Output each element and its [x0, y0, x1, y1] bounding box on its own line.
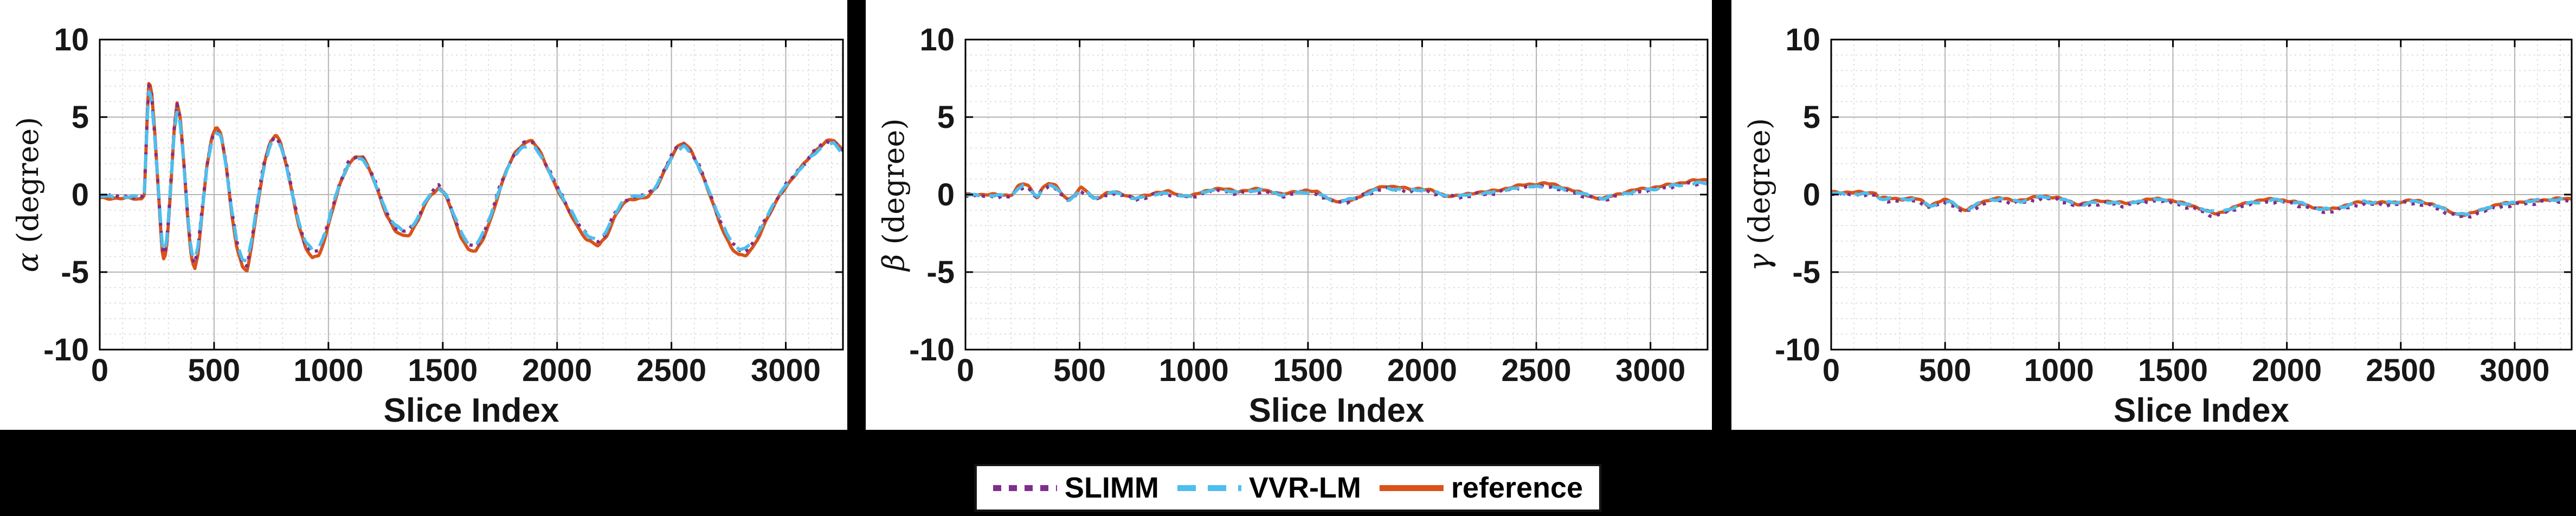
alpha-unit: (degree) [11, 117, 45, 243]
beta-plot: 0 500 1000 1500 2000 2500 3000 10 5 0 -5 -10 [909, 22, 1709, 388]
svg-text:500: 500 [188, 353, 241, 388]
svg-text:0: 0 [937, 177, 955, 212]
svg-text:2500: 2500 [636, 353, 706, 388]
gamma-plot: 0 500 1000 1500 2000 2500 3000 10 5 0 -5 -10 [1775, 22, 2573, 388]
svg-text:-10: -10 [43, 332, 89, 367]
legend-item-slimm: SLIMM [993, 471, 1159, 505]
svg-text:-5: -5 [61, 255, 89, 290]
svg-text:-10: -10 [1775, 332, 1820, 367]
beta-unit: (degree) [877, 118, 911, 245]
svg-text:1500: 1500 [1273, 353, 1343, 388]
beta-y-axis-label: β (degree) [877, 40, 911, 350]
svg-text:2500: 2500 [1502, 353, 1572, 388]
alpha-plot: 0 500 1000 1500 2000 2500 3000 10 5 0 -5 -10 [43, 22, 844, 388]
svg-text:2500: 2500 [2366, 353, 2436, 388]
alpha-panel: 0 500 1000 1500 2000 2500 3000 10 5 0 -5 -10 α (deg… [0, 0, 847, 430]
svg-text:-5: -5 [1792, 255, 1820, 290]
beta-x-axis-label: Slice Index [1248, 392, 1425, 429]
alpha-x-axis-label: Slice Index [383, 392, 559, 429]
gamma-panel: 0 500 1000 1500 2000 2500 3000 10 5 0 -5 -10 γ (deg… [1731, 0, 2576, 430]
svg-text:2000: 2000 [1387, 353, 1457, 388]
legend-item-reference: reference [1379, 471, 1583, 505]
legend-label-slimm: SLIMM [1064, 472, 1159, 504]
svg-text:3000: 3000 [751, 353, 821, 388]
svg-text:-10: -10 [909, 332, 955, 367]
beta-symbol: β [877, 254, 911, 271]
svg-text:10: 10 [1785, 22, 1820, 57]
svg-text:0: 0 [1822, 353, 1840, 388]
svg-text:2000: 2000 [522, 353, 592, 388]
svg-text:10: 10 [919, 22, 955, 57]
legend-item-vvrlm: VVR-LM [1177, 471, 1361, 505]
svg-text:500: 500 [1919, 353, 1972, 388]
vvrlm-dashed-line-sample [1177, 485, 1241, 491]
legend-label-reference: reference [1451, 472, 1583, 504]
slimm-dotted-line-sample [993, 485, 1057, 491]
alpha-symbol: α [11, 252, 45, 273]
svg-text:2000: 2000 [2252, 353, 2322, 388]
gamma-x-axis-label: Slice Index [2114, 392, 2289, 429]
svg-text:3000: 3000 [2480, 353, 2549, 388]
svg-text:5: 5 [1803, 100, 1820, 135]
svg-text:5: 5 [72, 100, 89, 135]
gamma-symbol: γ [1742, 253, 1776, 272]
legend: SLIMM VVR-LM reference [974, 464, 1602, 512]
svg-text:1000: 1000 [293, 353, 363, 388]
svg-text:1000: 1000 [1159, 353, 1229, 388]
svg-text:1500: 1500 [2138, 353, 2208, 388]
reference-solid-line-sample [1379, 485, 1444, 491]
svg-text:3000: 3000 [1615, 353, 1685, 388]
beta-panel: 0 500 1000 1500 2000 2500 3000 10 5 0 -5 -10 β (deg… [866, 0, 1712, 430]
gamma-y-axis-label: γ (degree) [1742, 40, 1777, 350]
svg-text:1000: 1000 [2024, 353, 2094, 388]
svg-text:500: 500 [1053, 353, 1106, 388]
alpha-y-axis-label: α (degree) [11, 40, 46, 350]
svg-text:5: 5 [937, 100, 955, 135]
svg-text:0: 0 [957, 353, 974, 388]
gamma-unit: (degree) [1742, 118, 1776, 244]
legend-label-vvrlm: VVR-LM [1248, 472, 1361, 504]
svg-text:0: 0 [1803, 177, 1820, 212]
svg-text:1500: 1500 [408, 353, 478, 388]
svg-text:0: 0 [72, 177, 89, 212]
svg-text:-5: -5 [926, 255, 955, 290]
svg-text:0: 0 [91, 353, 108, 388]
svg-text:10: 10 [54, 22, 89, 57]
